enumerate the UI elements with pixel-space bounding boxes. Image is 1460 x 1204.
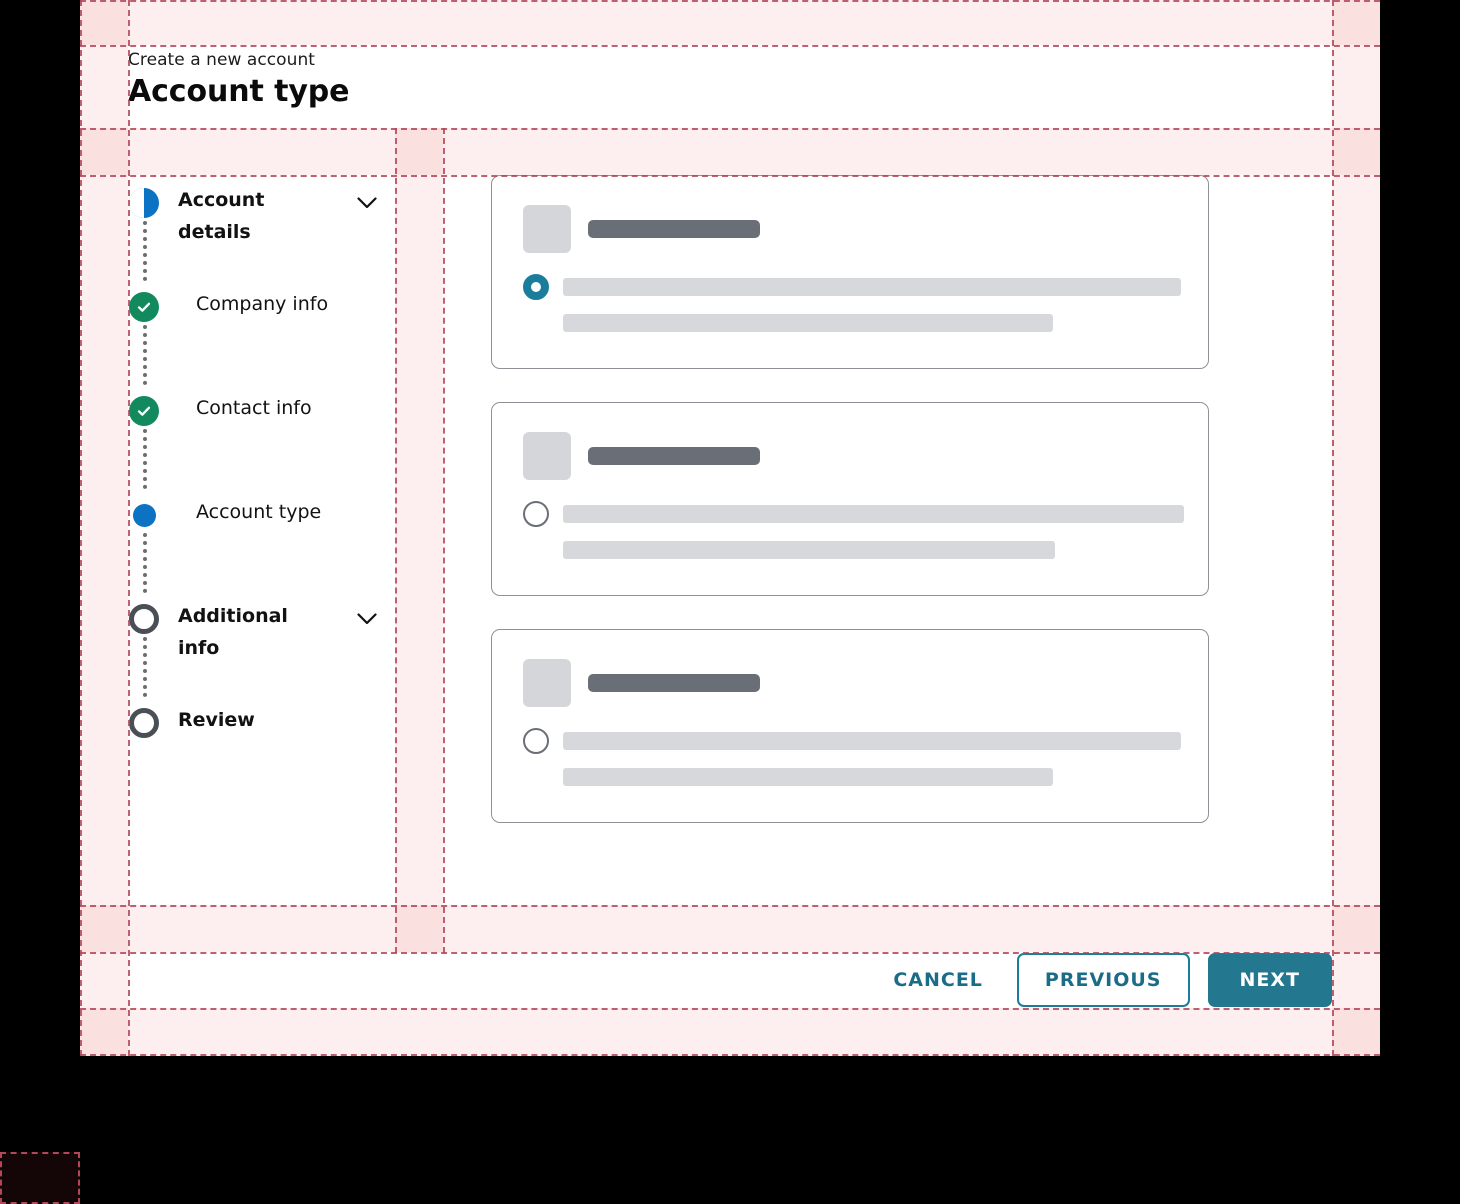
step-label: Review — [178, 709, 255, 731]
step-connector — [143, 221, 147, 281]
placeholder-text-line-secondary — [563, 768, 1053, 786]
sidebar-item-contact-info[interactable]: Contact info — [128, 383, 395, 489]
check-circle-icon — [128, 395, 160, 427]
placeholder-title-bar — [588, 447, 760, 465]
sidebar-item-company-info[interactable]: Company info — [128, 279, 395, 385]
step-connector — [143, 533, 147, 593]
progress-stepper: Account details Company info — [128, 175, 395, 745]
active-dot-icon — [128, 499, 160, 531]
radio-unselected-icon[interactable] — [523, 501, 549, 527]
wizard-window: Create a new account Account type Accoun… — [80, 0, 1380, 1056]
radio-selected-icon[interactable] — [523, 274, 549, 300]
wizard-footer: CANCEL PREVIOUS NEXT — [128, 952, 1332, 1008]
card-spacer — [492, 559, 1208, 595]
wizard-header: Create a new account Account type — [128, 45, 1332, 128]
placeholder-text-line — [563, 278, 1181, 296]
page-title: Account type — [128, 74, 350, 109]
cancel-button[interactable]: CANCEL — [877, 959, 999, 1001]
empty-ring-icon — [128, 603, 160, 635]
card-header — [492, 630, 1208, 707]
placeholder-text-line-secondary — [563, 314, 1053, 332]
account-type-option-2[interactable] — [491, 402, 1209, 596]
half-progress-icon — [128, 187, 160, 219]
placeholder-text-line — [563, 505, 1184, 523]
wizard-body: Account details Company info — [128, 175, 1332, 905]
step-label: Contact info — [196, 397, 312, 419]
step-label: Company info — [196, 293, 329, 315]
step-connector — [143, 325, 147, 385]
placeholder-text-line-secondary — [563, 541, 1055, 559]
grid-corner-swatch — [0, 1152, 80, 1204]
chevron-down-icon[interactable] — [357, 197, 377, 209]
breadcrumb-eyebrow: Create a new account — [128, 50, 315, 70]
placeholder-title-bar — [588, 220, 760, 238]
step-connector — [143, 429, 147, 489]
radio-row[interactable] — [492, 480, 1208, 527]
sidebar-item-account-type[interactable]: Account type — [128, 487, 395, 593]
step-label: Account type — [196, 501, 322, 523]
placeholder-icon — [523, 432, 571, 480]
card-header — [492, 176, 1208, 253]
placeholder-title-bar — [588, 674, 760, 692]
sidebar-item-additional-info[interactable]: Additional info — [128, 591, 395, 697]
radio-unselected-icon[interactable] — [523, 728, 549, 754]
step-label: Additional info — [178, 605, 288, 659]
check-circle-icon — [128, 291, 160, 323]
step-connector — [143, 637, 147, 697]
account-type-option-list — [491, 175, 1209, 856]
radio-row[interactable] — [492, 707, 1208, 754]
next-button[interactable]: NEXT — [1207, 953, 1332, 1007]
card-spacer — [492, 332, 1208, 368]
account-type-option-3[interactable] — [491, 629, 1209, 823]
placeholder-icon — [523, 205, 571, 253]
sidebar-item-account-details[interactable]: Account details — [128, 175, 395, 281]
placeholder-icon — [523, 659, 571, 707]
step-label: Account details — [178, 189, 265, 243]
placeholder-text-line — [563, 732, 1181, 750]
chevron-down-icon[interactable] — [357, 613, 377, 625]
previous-button[interactable]: PREVIOUS — [1016, 953, 1190, 1007]
empty-ring-icon — [128, 707, 160, 739]
card-spacer — [492, 786, 1208, 822]
sidebar-item-review[interactable]: Review — [128, 695, 395, 745]
card-header — [492, 403, 1208, 480]
account-type-option-1[interactable] — [491, 175, 1209, 369]
radio-row[interactable] — [492, 253, 1208, 300]
